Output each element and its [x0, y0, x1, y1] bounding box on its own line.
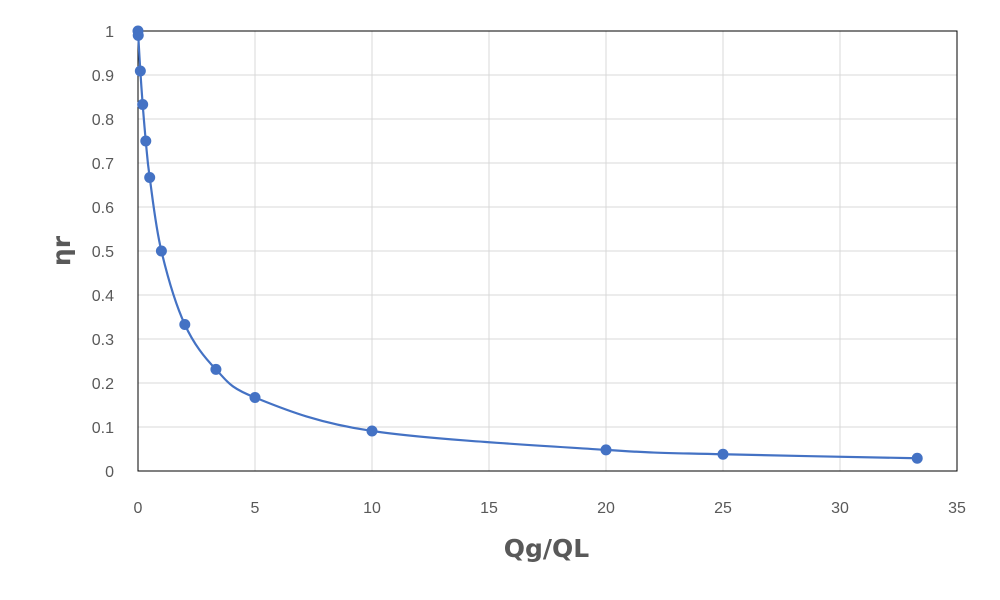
data-point	[249, 392, 261, 404]
data-point	[144, 172, 156, 184]
data-point	[132, 29, 144, 41]
x-tick-label: 25	[714, 500, 732, 517]
gridlines	[137, 30, 958, 472]
x-axis-title: Qg/QL	[504, 534, 590, 563]
data-point	[140, 135, 152, 147]
data-point	[210, 363, 222, 375]
y-tick-label: 0.1	[92, 420, 114, 437]
y-tick-label: 0.3	[92, 332, 114, 349]
data-point	[137, 98, 149, 110]
x-tick-label: 10	[363, 500, 381, 517]
x-tick-label: 5	[251, 500, 260, 517]
y-axis-title: ηr	[47, 235, 76, 266]
data-point	[134, 65, 146, 77]
y-axis-tick-labels: 0 0.1 0.2 0.3 0.4 0.5 0.6 0.7 0.8 0.9 1	[92, 24, 114, 481]
y-tick-label: 0.7	[92, 156, 114, 173]
data-point	[155, 245, 167, 257]
data-point	[366, 425, 378, 437]
x-tick-label: 35	[948, 500, 966, 517]
x-tick-label: 30	[831, 500, 849, 517]
data-point	[717, 448, 729, 460]
y-tick-label: 0.9	[92, 68, 114, 85]
y-tick-label: 1	[105, 24, 114, 41]
x-tick-label: 15	[480, 500, 498, 517]
y-tick-label: 0.6	[92, 200, 114, 217]
data-point	[600, 444, 612, 456]
x-tick-label: 0	[134, 500, 143, 517]
data-point	[179, 318, 191, 330]
x-tick-label: 20	[597, 500, 615, 517]
y-tick-label: 0.4	[92, 288, 114, 305]
series-points	[132, 25, 923, 464]
data-point	[911, 452, 923, 464]
y-tick-label: 0.8	[92, 112, 114, 129]
y-tick-label: 0.5	[92, 244, 114, 261]
plot-area-border	[137, 30, 958, 472]
series-curve	[136, 29, 918, 460]
y-tick-label: 0.2	[92, 376, 114, 393]
x-axis-tick-labels: 0 5 10 15 20 25 30 35	[134, 500, 966, 517]
y-tick-label: 0	[105, 464, 114, 481]
